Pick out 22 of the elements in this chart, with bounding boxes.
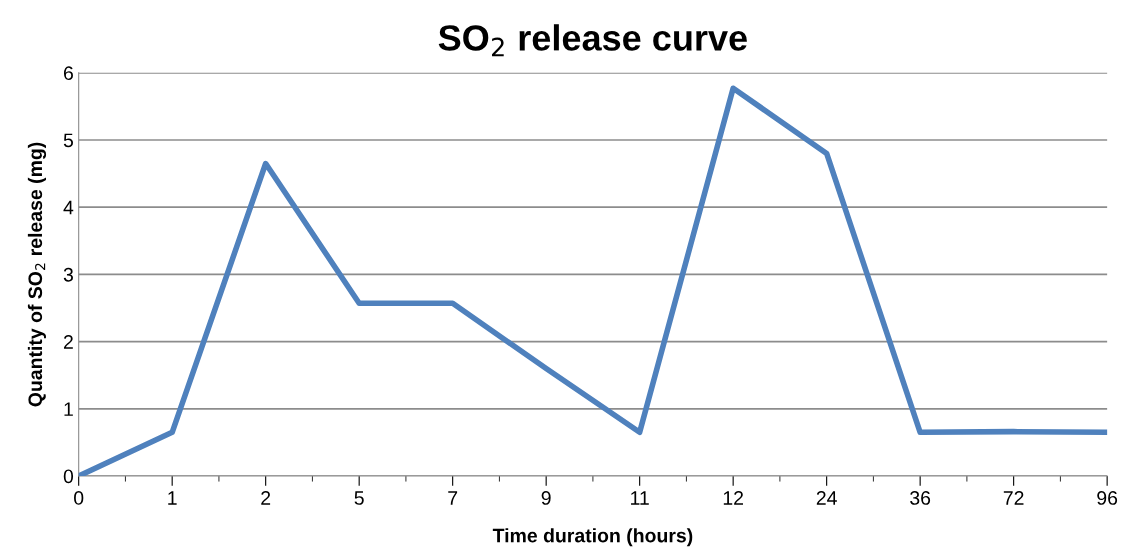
x-tick-label: 9 [541,491,551,505]
y-axis-title: Quantity of SO$_{2}$ release (mg) [27,142,47,407]
y-tick-label: 5 [63,133,73,148]
y-tick-label: 2 [63,335,73,349]
y-tick-label: 0 [63,469,74,484]
x-tick-label: 1 [168,491,177,505]
x-tick-label: 2 [261,491,271,505]
x-tick-label: 7 [448,491,458,505]
x-tick-label: 36 [910,491,931,505]
x-tick-label: 5 [354,491,364,505]
x-tick-label: 0 [74,491,84,505]
y-tick-label: 4 [63,200,74,215]
chart-title: SO$_{2}$ release curve [438,24,747,57]
y-tick-label: 3 [63,267,73,282]
x-tick-label: 11 [631,491,649,505]
x-tick-label: 12 [723,491,743,505]
y-tick-label: 6 [63,66,73,81]
x-tick-label: 72 [1003,491,1024,505]
x-tick-label: 96 [1097,491,1118,505]
x-tick-label: 24 [816,491,837,505]
x-axis-title: Time duration (hours) [492,528,693,547]
y-tick-label: 1 [64,402,73,416]
